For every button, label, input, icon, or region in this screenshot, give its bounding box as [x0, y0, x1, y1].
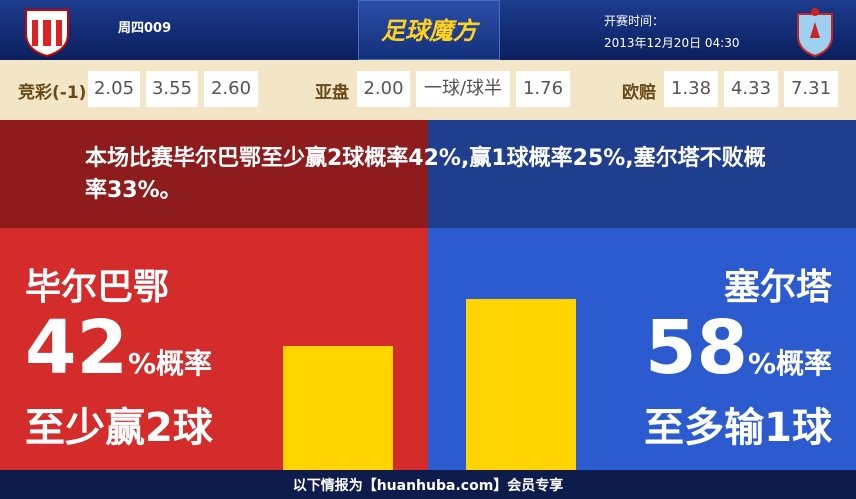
home-unit: %概率 — [127, 347, 213, 380]
odds-label: 竞彩(-1) — [18, 83, 87, 103]
away-unit: %概率 — [747, 347, 832, 380]
summary-band-right — [428, 120, 856, 228]
odds-value: 一球/球半 — [416, 71, 510, 107]
odds-value: 2.00 — [357, 71, 410, 107]
match-code: 周四009 — [118, 21, 172, 36]
probability-bar — [283, 346, 393, 470]
away-prob-line: 58%概率 — [645, 305, 832, 391]
odds-value: 1.38 — [664, 71, 718, 107]
away-name: 塞尔塔 — [723, 267, 832, 308]
footer[interactable]: 以下情报为【huanhuba.com】会员专享 — [292, 478, 564, 494]
start-label: 开赛时间： — [604, 14, 665, 28]
start-time: 2013年12月20日 04:30 — [604, 36, 740, 50]
away-probability: 58 — [644, 305, 748, 391]
away-logo — [797, 8, 833, 58]
odds-label: 欧赔 — [622, 83, 656, 103]
summary-band-left — [0, 120, 428, 228]
home-probability: 42 — [25, 305, 128, 391]
home-result: 至少赢2球 — [25, 405, 213, 451]
odds-value: 1.76 — [516, 71, 570, 107]
odds-value: 7.31 — [784, 71, 838, 107]
home-name: 毕尔巴鄂 — [25, 267, 170, 308]
home-logo — [25, 9, 69, 58]
odds-value: 3.55 — [146, 71, 198, 107]
odds-value: 2.05 — [88, 71, 140, 107]
odds-value: 4.33 — [724, 71, 778, 107]
probability-bar — [466, 298, 576, 470]
odds-label: 亚盘 — [315, 83, 349, 103]
footer-bar — [0, 470, 856, 499]
home-prob-line: 42%概率 — [25, 305, 212, 391]
away-result: 至多输1球 — [644, 405, 832, 451]
summary: 本场比赛毕尔巴鄂至少赢2球概率42%,赢1球概率25%,塞尔塔不败概率33%。 — [85, 146, 766, 203]
odds-value: 2.60 — [204, 71, 258, 107]
brand-logo: 足球魔方 — [358, 0, 500, 60]
